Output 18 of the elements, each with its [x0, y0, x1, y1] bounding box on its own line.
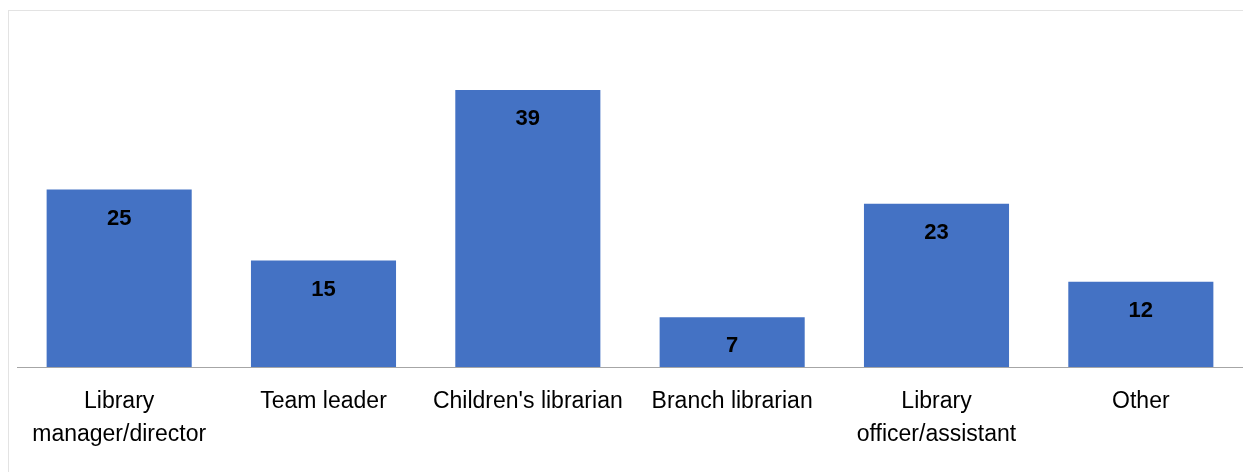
- bar: [863, 203, 1010, 367]
- bar: [46, 189, 192, 367]
- data-label: 39: [515, 105, 541, 131]
- x-tick-label: Other: [1112, 386, 1170, 413]
- x-tick-label: Library officer/assistant: [856, 386, 1017, 446]
- x-tick-label: Branch librarian: [651, 386, 813, 413]
- bar: [455, 90, 601, 367]
- x-tick-label: Children's librarian: [432, 386, 623, 413]
- bar: [1068, 281, 1214, 367]
- x-tick-label: Team leader: [260, 386, 388, 413]
- x-tick-label: Library manager/director: [32, 386, 207, 446]
- bar: [250, 260, 397, 367]
- data-label: 23: [924, 218, 949, 244]
- data-label: 12: [1128, 296, 1154, 322]
- bar: [659, 317, 805, 367]
- data-label: 7: [726, 332, 739, 358]
- data-label: 25: [106, 204, 132, 230]
- data-label: 15: [311, 275, 336, 301]
